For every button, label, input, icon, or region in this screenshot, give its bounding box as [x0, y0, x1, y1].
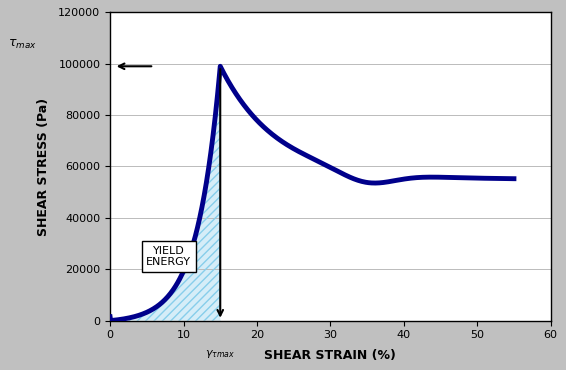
Y-axis label: SHEAR STRESS (Pa): SHEAR STRESS (Pa)	[37, 97, 50, 236]
Text: $\gamma_{\tau max}$: $\gamma_{\tau max}$	[205, 347, 235, 360]
Text: YIELD
ENERGY: YIELD ENERGY	[147, 246, 191, 267]
Text: $\tau_{max}$: $\tau_{max}$	[8, 38, 37, 51]
X-axis label: SHEAR STRAIN (%): SHEAR STRAIN (%)	[264, 349, 396, 361]
